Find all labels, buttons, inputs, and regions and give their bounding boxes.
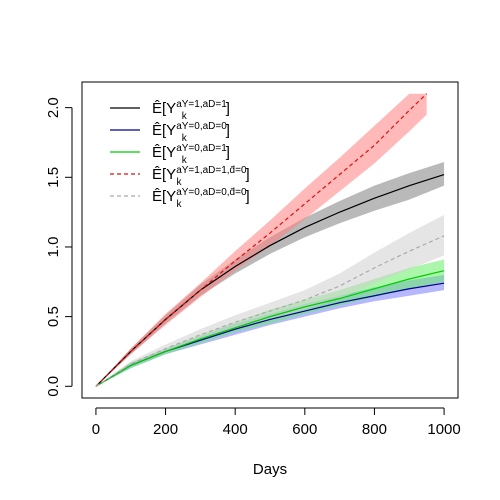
band-series-1 xyxy=(95,161,445,387)
legend-item-2: Ê[YaY=0,aD=0 k] xyxy=(110,121,230,144)
legend-label: Ê[YaY=0,aD=1 k] xyxy=(152,143,230,166)
legend-label: Ê[YaY=1,aD=1 k] xyxy=(152,99,230,122)
series-lines xyxy=(95,93,445,387)
x-axis: 0 200 400 600 800 1000 xyxy=(92,407,461,438)
y-tick-label: 1.5 xyxy=(45,167,62,188)
x-axis-label: Days xyxy=(253,461,287,478)
x-tick-label: 200 xyxy=(153,421,178,438)
y-tick-label: 2.0 xyxy=(45,97,62,118)
x-tick-label: 800 xyxy=(362,421,387,438)
line-series-5 xyxy=(95,235,445,387)
band-series-5 xyxy=(95,214,445,387)
line-series-4 xyxy=(95,93,428,387)
legend-label: Ê[YaY=1,aD=1,d̄=0 k] xyxy=(152,165,250,188)
x-tick-label: 1000 xyxy=(427,421,460,438)
line-series-3 xyxy=(95,270,445,387)
x-tick-label: 600 xyxy=(292,421,317,438)
plot-frame xyxy=(81,81,459,399)
confidence-bands xyxy=(95,93,445,387)
x-tick-label: 0 xyxy=(92,421,100,438)
legend-label: Ê[YaY=0,aD=0,d̄=0 k] xyxy=(152,187,250,210)
legend-label: Ê[YaY=0,aD=0 k] xyxy=(152,121,230,144)
y-tick-label: 1.0 xyxy=(45,237,62,258)
y-tick-label: 0.0 xyxy=(45,376,62,397)
x-tick-label: 400 xyxy=(223,421,248,438)
legend-item-5: Ê[YaY=0,aD=0,d̄=0 k] xyxy=(110,187,250,210)
legend-item-4: Ê[YaY=1,aD=1,d̄=0 k] xyxy=(110,165,250,188)
y-axis: 0.0 0.5 1.0 1.5 2.0 xyxy=(45,97,73,397)
band-series-3 xyxy=(95,259,445,387)
y-tick-label: 0.5 xyxy=(45,306,62,327)
band-series-2 xyxy=(95,274,445,387)
legend: Ê[YaY=1,aD=1 k]Ê[YaY=0,aD=0 k]Ê[YaY=0,aD=1… xyxy=(110,99,250,210)
legend-item-1: Ê[YaY=1,aD=1 k] xyxy=(110,99,230,122)
legend-item-3: Ê[YaY=0,aD=1 k] xyxy=(110,143,230,166)
